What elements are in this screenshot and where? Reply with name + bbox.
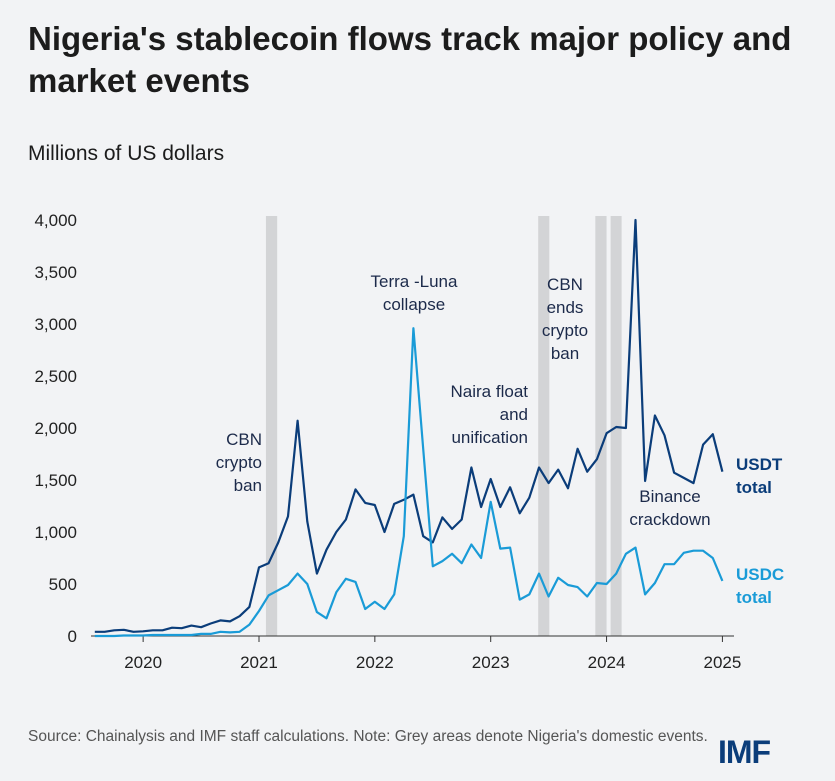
series-line — [94, 327, 724, 638]
x-tick-label: 2023 — [472, 653, 510, 672]
shaded-region — [538, 216, 550, 636]
annotation: Terra -Luna collapse — [370, 272, 458, 314]
y-tick-label: 3,500 — [34, 263, 77, 282]
subtitle: Millions of US dollars — [28, 142, 225, 165]
y-tick-label: 1,000 — [34, 523, 77, 542]
y-tick-label: 4,000 — [34, 211, 77, 230]
x-tick-label: 2021 — [240, 653, 278, 672]
shaded-region — [265, 216, 278, 636]
x-tick-label: 2024 — [588, 653, 626, 672]
y-tick-label: 0 — [68, 627, 77, 646]
legend-label: USDC total — [736, 565, 785, 607]
logo: IMF — [718, 734, 771, 770]
y-tick-label: 1,500 — [34, 471, 77, 490]
y-tick-label: 2,000 — [34, 419, 77, 438]
annotation: CBN crypto ban — [215, 430, 262, 495]
title: Nigeria's stablecoin flows track major p… — [28, 20, 792, 99]
y-tick-label: 2,500 — [34, 367, 77, 386]
source-note: Source: Chainalysis and IMF staff calcul… — [28, 728, 708, 745]
annotation: Binance crackdown — [629, 487, 711, 529]
series-line — [94, 218, 724, 633]
legend-label: USDT total — [736, 455, 783, 497]
x-tick-label: 2020 — [124, 653, 162, 672]
x-tick-label: 2022 — [356, 653, 394, 672]
shaded-region — [595, 216, 607, 636]
annotation: CBN ends crypto ban — [541, 275, 589, 363]
y-tick-label: 500 — [49, 575, 77, 594]
y-tick-label: 3,000 — [34, 315, 77, 334]
x-tick-label: 2025 — [704, 653, 742, 672]
annotation: Naira float and unification — [450, 382, 528, 447]
